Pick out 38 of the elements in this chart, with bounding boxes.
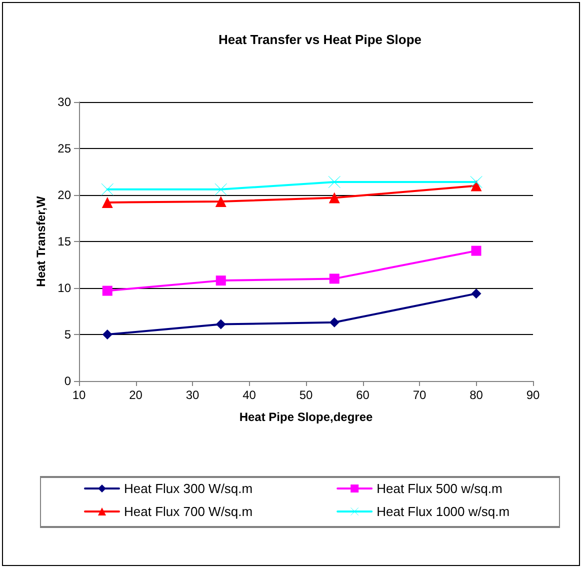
- x-tick-label: 60: [356, 388, 370, 402]
- legend-label: Heat Flux 700 W/sq.m: [124, 504, 253, 519]
- point: [328, 192, 340, 204]
- legend-label: Heat Flux 300 W/sq.m: [124, 481, 253, 496]
- y-tick-label: 0: [64, 374, 72, 388]
- x-tick-label: 90: [526, 388, 540, 402]
- y-tick-label: 20: [58, 188, 72, 202]
- x-tick-label: 50: [299, 388, 313, 402]
- point: [329, 274, 340, 284]
- y-tick-label: 30: [58, 95, 72, 109]
- y-tick-label: 25: [58, 142, 72, 156]
- point: [216, 319, 226, 330]
- legend-label: Heat Flux 500 w/sq.m: [376, 481, 502, 496]
- point: [329, 317, 340, 328]
- point: [470, 180, 482, 192]
- legend-label: Heat Flux 1000 w/sq.m: [376, 504, 510, 519]
- y-tick-label: 5: [64, 328, 72, 342]
- y-tick-label: 10: [58, 281, 72, 295]
- point: [471, 246, 482, 256]
- x-tick-label: 70: [412, 388, 426, 402]
- point: [214, 183, 227, 196]
- y-axis-title: Heat Transfer,W: [34, 195, 48, 287]
- point: [102, 286, 112, 296]
- x-tick-label: 30: [186, 388, 200, 402]
- x-axis-title: Heat Pipe Slope,degree: [239, 410, 374, 424]
- x-tick-label: 40: [242, 388, 256, 402]
- chart-title: Heat Transfer vs Heat Pipe Slope: [218, 32, 422, 47]
- point: [328, 176, 340, 188]
- x-tick-label: 20: [129, 388, 143, 402]
- point: [102, 330, 112, 340]
- point: [470, 176, 482, 188]
- point: [102, 196, 113, 208]
- point: [215, 196, 226, 208]
- point: [471, 288, 482, 299]
- x-tick-label: 80: [470, 388, 484, 402]
- point: [101, 183, 114, 196]
- point: [216, 276, 226, 286]
- y-tick-label: 15: [58, 234, 72, 248]
